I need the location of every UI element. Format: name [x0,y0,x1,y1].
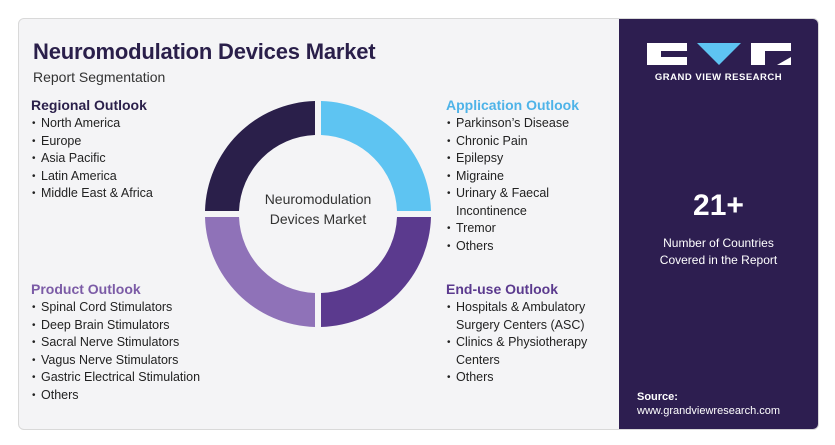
page-title: Neuromodulation Devices Market [33,39,376,64]
donut-segment-regional [205,101,315,211]
list-item: Gastric Electrical Stimulation [31,369,200,387]
list-item-continuation: Centers [456,352,500,367]
product-outlook-heading: Product Outlook [31,281,141,297]
grand-view-research-logo [647,43,791,65]
list-item-continuation: Incontinence [456,203,527,218]
list-item: Vagus Nerve Stimulators [31,352,200,370]
application-outlook-section: Application Outlook Parkinson’s Disease … [446,97,579,255]
product-outlook-list: Spinal Cord Stimulators Deep Brain Stimu… [31,299,200,404]
page-subtitle: Report Segmentation [33,69,166,85]
donut-segment-application [321,101,431,211]
infographic-card: Neuromodulation Devices Market Report Se… [18,18,819,430]
list-item: Asia Pacific [31,150,153,168]
donut-center-label: Neuromodulation Devices Market [205,189,431,229]
regional-outlook-list: North America Europe Asia Pacific Latin … [31,115,153,203]
list-item: Others [446,369,587,387]
enduse-outlook-heading: End-use Outlook [446,281,558,297]
brand-name: GRAND VIEW RESEARCH [654,72,783,83]
source-label: Source: [637,391,678,403]
list-item: Hospitals & Ambulatory [446,299,587,317]
countries-stat-value: 21+ [693,189,744,222]
enduse-outlook-section: End-use Outlook Hospitals & Ambulatory S… [446,281,587,387]
list-item: Migraine [446,168,579,186]
list-item: Others [31,387,200,405]
list-item: Latin America [31,168,153,186]
list-item: Tremor [446,220,579,238]
list-item: North America [31,115,153,133]
list-item: Sacral Nerve Stimulators [31,334,200,352]
enduse-outlook-list: Hospitals & Ambulatory Surgery Centers (… [446,299,587,387]
application-outlook-list: Parkinson’s Disease Chronic Pain Epileps… [446,115,579,255]
list-item: Deep Brain Stimulators [31,317,200,335]
list-item: Others [446,238,579,256]
donut-center-line: Devices Market [269,211,367,227]
sidebar-panel: GRAND VIEW RESEARCH 21+ Number of Countr… [619,19,818,429]
regional-outlook-section: Regional Outlook North America Europe As… [31,97,153,203]
donut-center-line: Neuromodulation [264,191,372,207]
list-item: Epilepsy [446,150,579,168]
list-item: Clinics & Physiotherapy [446,334,587,352]
donut-segment-enduse [321,217,431,327]
stat-label-line: Number of Countries [663,236,774,250]
application-outlook-heading: Application Outlook [446,97,579,113]
segmentation-donut [205,101,431,327]
regional-outlook-heading: Regional Outlook [31,97,147,113]
stat-label-line: Covered in the Report [659,253,778,267]
countries-stat-label: Number of Countries Covered in the Repor… [639,235,798,269]
product-outlook-section: Product Outlook Spinal Cord Stimulators … [31,281,200,404]
list-item: Parkinson’s Disease [446,115,579,133]
list-item: Middle East & Africa [31,185,153,203]
donut-segment-product [205,217,315,327]
list-item: Europe [31,133,153,151]
list-item-continuation: Surgery Centers (ASC) [456,317,585,332]
list-item: Chronic Pain [446,133,579,151]
source-link[interactable]: www.grandviewresearch.com [637,405,781,417]
list-item: Urinary & Faecal [446,185,579,203]
list-item: Spinal Cord Stimulators [31,299,200,317]
